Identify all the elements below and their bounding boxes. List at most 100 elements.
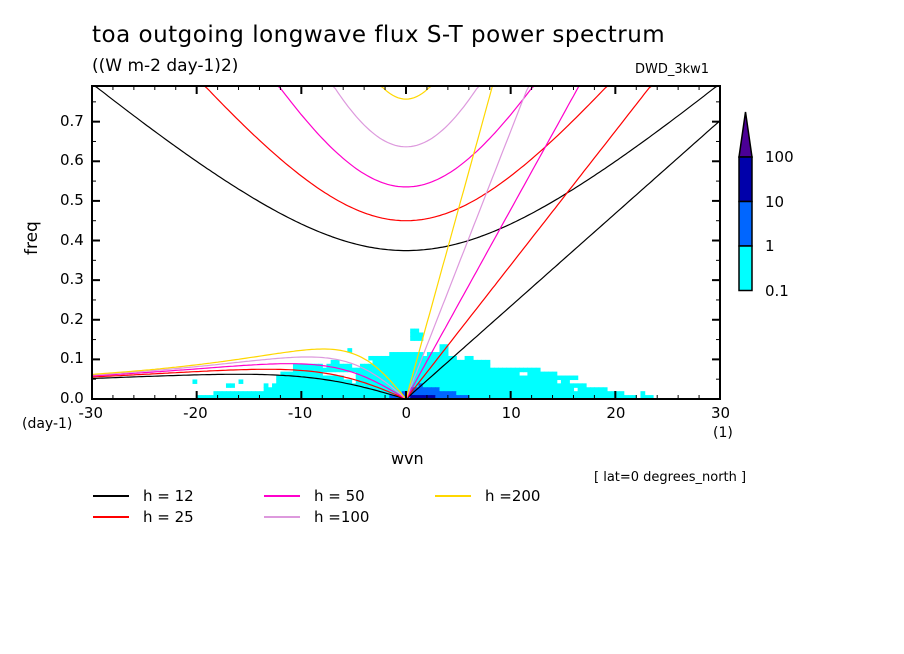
heat-cell bbox=[255, 391, 261, 396]
heat-cell bbox=[648, 395, 654, 400]
heat-cell bbox=[301, 395, 307, 400]
heat-cell bbox=[217, 395, 223, 400]
heat-cell bbox=[565, 375, 570, 381]
heat-cell bbox=[385, 379, 390, 384]
heat-cell bbox=[368, 395, 374, 400]
heat-cell bbox=[431, 375, 436, 381]
x-tick-label: 10 bbox=[501, 404, 521, 422]
heat-cell bbox=[401, 355, 407, 361]
heat-cell bbox=[548, 379, 554, 384]
heat-cell bbox=[376, 371, 382, 377]
heat-cell bbox=[225, 383, 231, 388]
heat-cell bbox=[569, 387, 575, 392]
heat-cell bbox=[389, 383, 395, 388]
heat-cell bbox=[435, 387, 441, 392]
heat-cell bbox=[276, 379, 281, 384]
heat-cell bbox=[288, 383, 294, 388]
heat-cell bbox=[443, 395, 449, 400]
heat-cell bbox=[246, 395, 252, 400]
heat-cell bbox=[644, 395, 650, 400]
curve-rossby-h100 bbox=[92, 356, 407, 399]
heat-cell bbox=[560, 391, 566, 396]
heat-cell bbox=[519, 391, 524, 396]
heat-cell bbox=[359, 367, 365, 373]
heat-cell bbox=[422, 355, 428, 361]
heat-cell bbox=[217, 391, 223, 396]
heat-cell bbox=[355, 367, 361, 373]
heat-cell bbox=[439, 363, 445, 369]
heat-cell bbox=[426, 352, 432, 357]
heat-cell bbox=[485, 363, 491, 369]
heat-cell bbox=[464, 355, 470, 361]
y-tick-label: 0.5 bbox=[60, 190, 84, 209]
heat-cell bbox=[393, 352, 399, 357]
heat-cell bbox=[539, 391, 545, 396]
heat-cell bbox=[452, 383, 457, 388]
heat-cell bbox=[452, 355, 457, 361]
heat-cell bbox=[539, 395, 545, 400]
heat-cell bbox=[263, 383, 269, 388]
heat-cell bbox=[485, 395, 491, 400]
curve-kelvin-h50 bbox=[405, 86, 720, 399]
heat-cell bbox=[577, 387, 583, 392]
heat-cell bbox=[368, 363, 374, 369]
heat-cell bbox=[401, 371, 407, 377]
heat-cell bbox=[468, 375, 474, 381]
heat-cell bbox=[272, 387, 277, 392]
heat-cell bbox=[380, 391, 386, 396]
heat-cell bbox=[439, 367, 445, 373]
heat-cell bbox=[485, 379, 491, 384]
heat-cell bbox=[481, 375, 487, 381]
heat-cell bbox=[263, 387, 269, 392]
heat-cell bbox=[301, 367, 307, 373]
heat-cell bbox=[527, 375, 533, 381]
heat-cell bbox=[334, 375, 340, 381]
heat-cell bbox=[276, 395, 281, 400]
heat-cell bbox=[334, 387, 340, 392]
heat-cell bbox=[259, 395, 265, 400]
curve-inertia-gravity-h100 bbox=[92, 86, 720, 148]
curve-rossby-h200 bbox=[92, 348, 407, 399]
heat-cell bbox=[372, 395, 378, 400]
legend-swatch bbox=[93, 516, 129, 518]
heat-cell bbox=[426, 391, 432, 396]
heat-cell bbox=[431, 359, 436, 365]
legend-label: h =100 bbox=[314, 508, 370, 526]
heat-cell bbox=[539, 379, 545, 384]
heat-cell bbox=[452, 387, 457, 392]
heat-cell bbox=[339, 391, 344, 396]
heat-cell bbox=[581, 395, 587, 400]
heat-cell bbox=[523, 367, 529, 373]
heat-cell bbox=[406, 359, 411, 365]
heat-cell bbox=[435, 352, 441, 357]
heat-cell bbox=[531, 395, 537, 400]
heat-cell bbox=[305, 371, 311, 377]
heat-cell bbox=[359, 375, 365, 381]
heat-cell bbox=[297, 363, 302, 369]
heat-cell bbox=[535, 371, 541, 377]
heat-cell bbox=[406, 383, 411, 388]
heat-cell bbox=[418, 363, 424, 369]
heat-cell bbox=[514, 379, 520, 384]
heat-cell bbox=[481, 387, 487, 392]
heat-cell bbox=[313, 383, 319, 388]
y-tick-label: 0.2 bbox=[60, 309, 84, 328]
heat-cell bbox=[410, 395, 415, 400]
heat-cell bbox=[539, 387, 545, 392]
heat-cell bbox=[318, 383, 323, 388]
heat-cell bbox=[389, 355, 395, 361]
heat-cell bbox=[355, 379, 361, 384]
heat-cell bbox=[439, 379, 445, 384]
heat-cell bbox=[443, 359, 449, 365]
heat-cell bbox=[502, 395, 508, 400]
heat-cell bbox=[527, 367, 533, 373]
heat-cell bbox=[380, 379, 386, 384]
heat-cell bbox=[368, 371, 374, 377]
heat-cell bbox=[468, 359, 474, 365]
heat-cell bbox=[318, 371, 323, 377]
heat-cell bbox=[477, 371, 482, 377]
heat-cell bbox=[452, 363, 457, 369]
heat-cell bbox=[493, 375, 499, 381]
heat-cell bbox=[406, 367, 411, 373]
